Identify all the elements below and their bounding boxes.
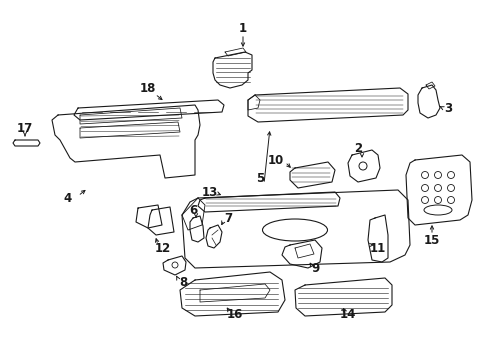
Text: 12: 12 <box>155 242 171 255</box>
Polygon shape <box>182 190 409 268</box>
Polygon shape <box>136 205 162 228</box>
Polygon shape <box>205 225 222 248</box>
Text: 9: 9 <box>310 261 319 274</box>
Text: 5: 5 <box>255 171 264 185</box>
Text: 17: 17 <box>17 122 33 135</box>
Text: 10: 10 <box>267 153 284 166</box>
Polygon shape <box>294 278 391 316</box>
Polygon shape <box>163 256 185 275</box>
Polygon shape <box>148 207 174 235</box>
Polygon shape <box>282 240 321 268</box>
Text: 15: 15 <box>423 234 439 247</box>
Polygon shape <box>347 150 379 182</box>
Polygon shape <box>417 85 439 118</box>
Text: 13: 13 <box>202 185 218 198</box>
Polygon shape <box>367 215 387 262</box>
Text: 8: 8 <box>179 275 187 288</box>
Text: 14: 14 <box>339 309 355 321</box>
Polygon shape <box>405 155 471 225</box>
Polygon shape <box>52 105 200 178</box>
Text: 4: 4 <box>64 192 72 204</box>
Polygon shape <box>74 100 224 120</box>
Polygon shape <box>247 88 407 122</box>
Text: 11: 11 <box>369 242 386 255</box>
Polygon shape <box>180 272 285 316</box>
Text: 6: 6 <box>188 203 197 216</box>
Polygon shape <box>190 216 203 242</box>
Text: 2: 2 <box>353 141 361 154</box>
Text: 7: 7 <box>224 212 232 225</box>
Text: 16: 16 <box>226 309 243 321</box>
Polygon shape <box>198 192 339 212</box>
Text: 18: 18 <box>140 81 156 95</box>
Polygon shape <box>213 52 251 88</box>
Polygon shape <box>289 162 334 188</box>
Polygon shape <box>13 140 40 146</box>
Text: 1: 1 <box>239 22 246 35</box>
Text: 3: 3 <box>443 102 451 114</box>
